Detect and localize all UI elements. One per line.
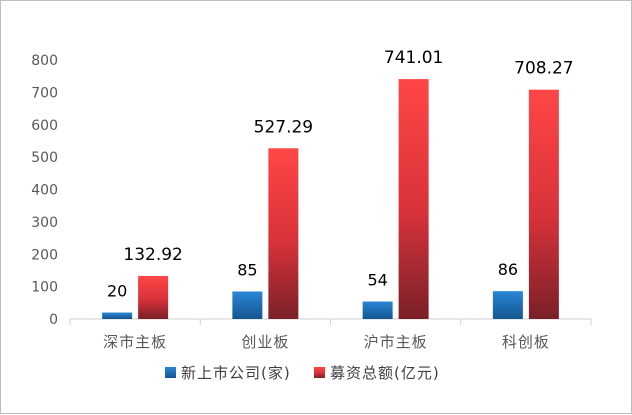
y-tick-label: 500: [31, 150, 58, 166]
bar-new-listings: [232, 291, 263, 319]
bars: [102, 79, 559, 319]
y-tick-label: 100: [31, 280, 58, 296]
bar-new-listings: [362, 301, 393, 319]
legend-label: 募资总额(亿元): [330, 364, 440, 382]
x-tick-label: 科创板: [502, 333, 550, 351]
x-tick-label: 沪市主板: [364, 333, 428, 351]
y-axis: 0 100 200 300 400 500 600 700 800: [31, 53, 58, 328]
y-tick-label: 600: [31, 118, 58, 134]
bar-new-listings: [492, 291, 523, 319]
legend-swatch-new-listings: [165, 367, 176, 378]
bar-funds-raised: [398, 79, 429, 319]
legend-label: 新上市公司(家): [181, 364, 291, 382]
x-tick-label: 深市主板: [103, 333, 167, 351]
data-labels: 20 85 54 86 132.92 527.29 741.01 708.27: [107, 48, 574, 300]
data-label: 86: [498, 260, 518, 279]
bar-new-listings: [102, 312, 133, 319]
data-label: 20: [107, 282, 127, 301]
data-label: 708.27: [514, 59, 573, 79]
data-label: 85: [237, 260, 257, 279]
y-tick-label: 700: [31, 85, 58, 101]
bar-funds-raised: [268, 148, 299, 319]
legend: 新上市公司(家) 募资总额(亿元): [165, 364, 440, 382]
bar-funds-raised: [528, 89, 559, 319]
legend-swatch-funds-raised: [314, 367, 325, 378]
data-label: 741.01: [384, 48, 443, 68]
y-tick-label: 200: [31, 247, 58, 263]
x-axis: 深市主板 创业板 沪市主板 科创板: [69, 319, 592, 351]
y-tick-label: 300: [31, 215, 58, 231]
y-tick-label: 400: [31, 183, 58, 199]
y-tick-label: 800: [31, 53, 58, 69]
data-label: 527.29: [254, 117, 313, 137]
x-tick-label: 创业板: [241, 333, 289, 351]
data-label: 132.92: [123, 245, 182, 265]
bar-funds-raised: [138, 275, 169, 319]
data-label: 54: [367, 271, 387, 290]
y-tick-label: 0: [49, 312, 58, 328]
